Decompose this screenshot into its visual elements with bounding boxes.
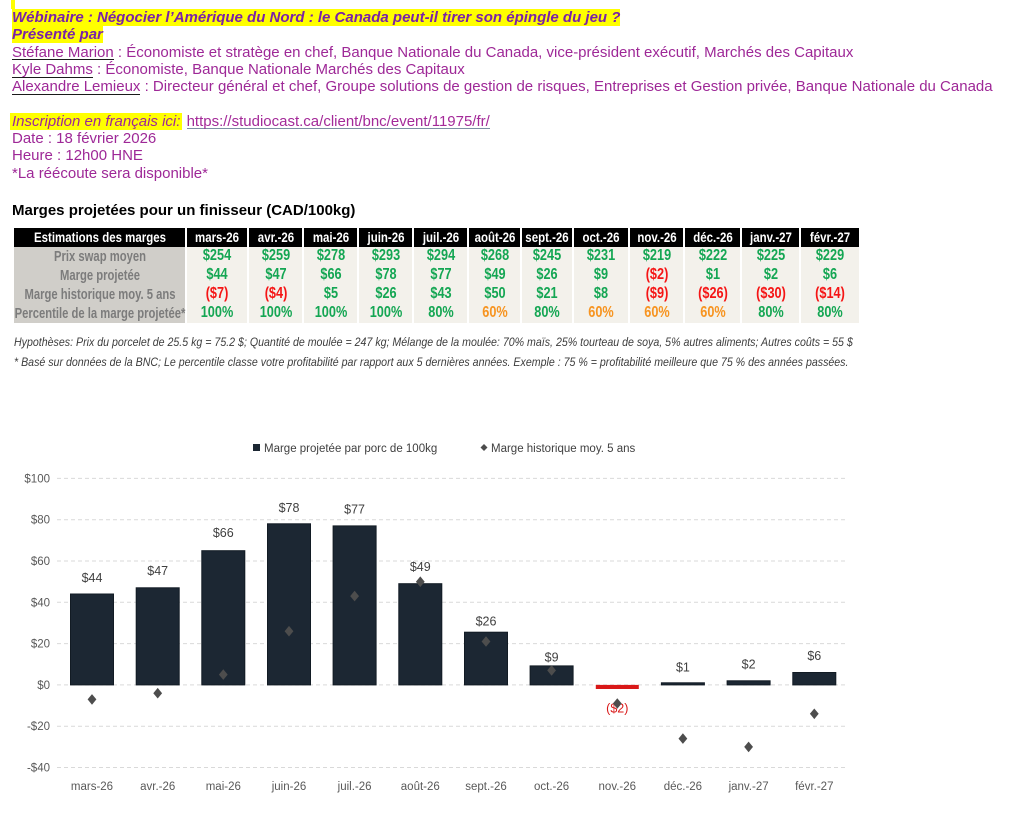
- svg-text:janv.-27: janv.-27: [728, 781, 769, 793]
- svg-text:avr.-26: avr.-26: [140, 781, 175, 793]
- svg-text:$60: $60: [31, 556, 50, 568]
- svg-text:$1: $1: [676, 661, 690, 675]
- svg-text:$20: $20: [31, 639, 50, 651]
- svg-text:févr.-27: févr.-27: [795, 781, 833, 793]
- svg-text:$9: $9: [545, 650, 559, 664]
- svg-text:$6: $6: [807, 649, 821, 663]
- svg-text:juil.-26: juil.-26: [337, 781, 372, 793]
- svg-text:$78: $78: [279, 501, 300, 515]
- svg-text:$77: $77: [344, 503, 365, 517]
- svg-text:$47: $47: [147, 564, 168, 578]
- svg-text:$26: $26: [476, 614, 497, 628]
- svg-text:août-26: août-26: [401, 781, 440, 793]
- svg-text:juin-26: juin-26: [271, 781, 307, 793]
- svg-text:-$40: -$40: [27, 763, 50, 775]
- svg-text:$49: $49: [410, 560, 431, 574]
- svg-text:déc.-26: déc.-26: [664, 781, 702, 793]
- svg-text:$66: $66: [213, 526, 234, 540]
- svg-text:Marge projetée par porc de 100: Marge projetée par porc de 100kg: [264, 443, 437, 455]
- svg-text:nov.-26: nov.-26: [599, 781, 637, 793]
- svg-text:sept.-26: sept.-26: [465, 781, 507, 793]
- svg-text:$0: $0: [37, 680, 50, 692]
- svg-text:-$20: -$20: [27, 721, 50, 733]
- svg-text:mai-26: mai-26: [206, 781, 241, 793]
- svg-text:$100: $100: [24, 473, 50, 485]
- svg-text:oct.-26: oct.-26: [534, 781, 569, 793]
- svg-text:$2: $2: [742, 657, 756, 671]
- svg-text:$44: $44: [82, 571, 103, 585]
- svg-text:Marge historique moy. 5 ans: Marge historique moy. 5 ans: [491, 443, 635, 455]
- svg-text:$80: $80: [31, 515, 50, 527]
- svg-text:$40: $40: [31, 597, 50, 609]
- svg-text:mars-26: mars-26: [71, 781, 113, 793]
